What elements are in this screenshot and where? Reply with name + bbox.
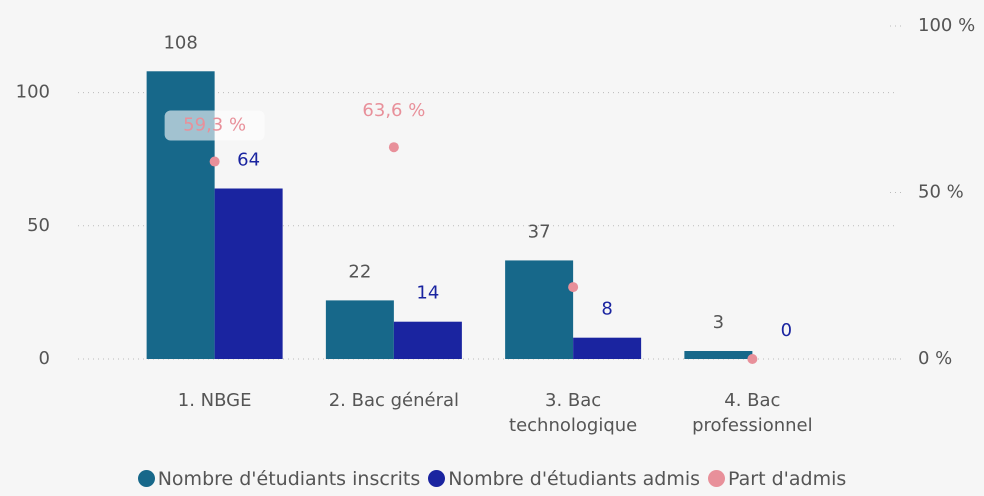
point — [209, 156, 220, 167]
bar — [684, 351, 753, 359]
point — [747, 354, 758, 364]
y2-tick-label: 0 % — [918, 348, 952, 369]
point — [568, 282, 579, 293]
bar — [325, 300, 394, 359]
highlight — [164, 110, 265, 141]
legend-item: Part d'admis — [708, 468, 846, 490]
legend-label: Nombre d'étudiants inscrits — [157, 468, 421, 490]
data-label: 14 — [416, 283, 439, 304]
y-tick-label: 0 — [39, 348, 50, 369]
bar — [393, 321, 462, 359]
x-tick-label: 1. NBGE — [177, 390, 252, 411]
legend-swatch — [708, 470, 726, 487]
legend-swatch — [137, 470, 155, 487]
legend-swatch — [428, 470, 446, 487]
legend-item: Nombre d'étudiants admis — [428, 468, 700, 490]
bar — [573, 337, 642, 359]
data-label: 0 — [781, 320, 792, 341]
x-tick-label: 2. Bac général — [328, 390, 460, 411]
data-label: 108 — [163, 32, 197, 53]
data-label: 3 — [713, 312, 724, 333]
y2-tick-label: 50 % — [918, 182, 964, 203]
x-tick-label: 3. Bac technologique — [509, 390, 638, 436]
y2-tick-label: 100 % — [918, 15, 975, 36]
legend-item: Nombre d'étudiants inscrits — [137, 468, 421, 490]
legend-label: Nombre d'étudiants admis — [448, 468, 701, 490]
bar — [505, 260, 574, 359]
data-label: 59,3 % — [183, 115, 246, 136]
legend: Nombre d'étudiants inscrits Nombre d'étud… — [0, 468, 984, 490]
y-tick-label: 100 — [16, 82, 50, 103]
data-label: 37 — [528, 221, 551, 242]
data-label: 63,6 % — [362, 100, 425, 121]
y-tick-label: 50 — [27, 215, 50, 236]
data-label: 22 — [348, 261, 371, 282]
data-label: 8 — [601, 299, 612, 320]
data-label: 64 — [237, 150, 260, 171]
bar — [214, 188, 283, 359]
point — [388, 142, 399, 153]
legend-label: Part d'admis — [728, 468, 847, 490]
x-tick-label: 4. Bac professionnel — [692, 390, 813, 436]
